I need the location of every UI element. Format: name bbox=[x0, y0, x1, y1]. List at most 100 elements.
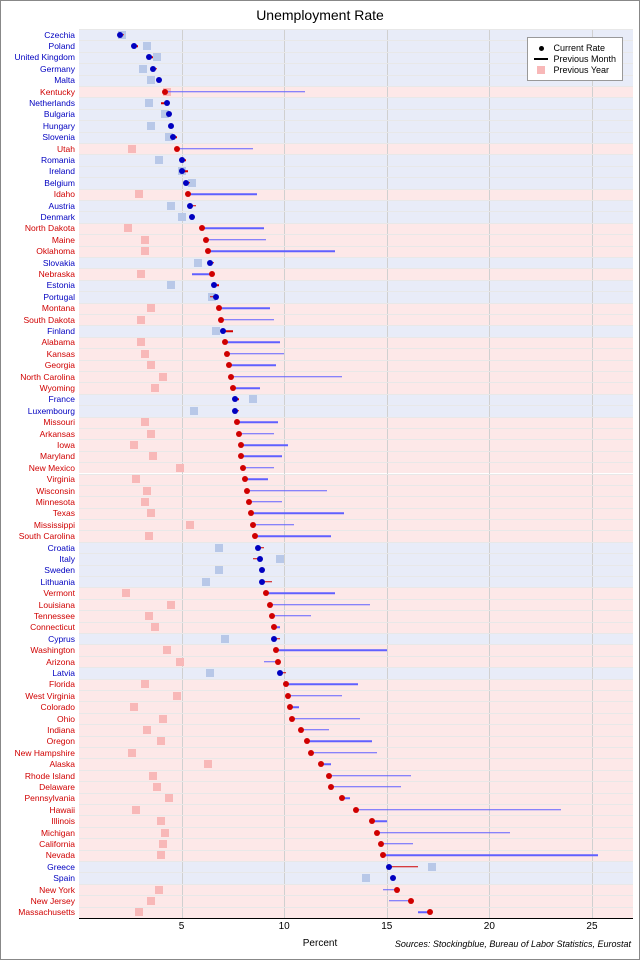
current-dot bbox=[183, 180, 189, 186]
prev-month-line bbox=[286, 684, 358, 686]
prev-month-line bbox=[266, 592, 336, 594]
prev-year-marker bbox=[215, 544, 223, 552]
prev-month-line bbox=[208, 251, 335, 253]
row-bg bbox=[79, 337, 633, 348]
current-dot bbox=[185, 191, 191, 197]
row-bg bbox=[79, 132, 633, 143]
row-bg bbox=[79, 211, 633, 222]
current-dot bbox=[174, 146, 180, 152]
current-dot bbox=[209, 271, 215, 277]
row-bg bbox=[79, 120, 633, 131]
current-dot bbox=[408, 898, 414, 904]
prev-year-marker bbox=[159, 373, 167, 381]
current-dot bbox=[236, 431, 242, 437]
prev-year-marker bbox=[137, 270, 145, 278]
row-bg bbox=[79, 246, 633, 257]
x-tick-label: 10 bbox=[279, 921, 290, 932]
row-bg bbox=[79, 519, 633, 530]
current-dot bbox=[259, 567, 265, 573]
prev-month-line bbox=[219, 307, 270, 309]
prev-year-marker bbox=[176, 464, 184, 472]
line-icon bbox=[534, 58, 548, 60]
row-bg bbox=[79, 314, 633, 325]
current-dot bbox=[326, 773, 332, 779]
current-dot bbox=[246, 499, 252, 505]
prev-month-line bbox=[188, 194, 258, 196]
y-label: Virginia bbox=[47, 474, 75, 484]
current-dot bbox=[308, 750, 314, 756]
prev-month-line bbox=[231, 376, 342, 378]
y-label: Latvia bbox=[52, 668, 75, 678]
current-dot bbox=[273, 647, 279, 653]
prev-year-marker bbox=[176, 658, 184, 666]
dot-icon bbox=[534, 46, 548, 51]
current-dot bbox=[271, 624, 277, 630]
prev-year-marker bbox=[128, 749, 136, 757]
y-label: Croatia bbox=[48, 543, 75, 553]
prev-month-line bbox=[177, 148, 253, 150]
current-dot bbox=[244, 488, 250, 494]
prev-year-marker bbox=[163, 646, 171, 654]
prev-year-marker bbox=[135, 190, 143, 198]
current-dot bbox=[287, 704, 293, 710]
prev-year-marker bbox=[167, 202, 175, 210]
current-dot bbox=[277, 670, 283, 676]
prev-month-line bbox=[245, 478, 268, 480]
row-bg bbox=[79, 895, 633, 906]
y-label: Kentucky bbox=[40, 87, 75, 97]
prev-month-line bbox=[249, 501, 282, 503]
current-dot bbox=[374, 830, 380, 836]
row-bg bbox=[79, 303, 633, 314]
row-bg bbox=[79, 758, 633, 769]
y-label: Wisconsin bbox=[36, 486, 75, 496]
current-dot bbox=[263, 590, 269, 596]
prev-year-marker bbox=[221, 635, 229, 643]
legend-prev-year: Previous Year bbox=[534, 65, 616, 75]
y-label: Hawaii bbox=[49, 805, 75, 815]
current-dot bbox=[283, 681, 289, 687]
current-dot bbox=[216, 305, 222, 311]
prev-month-line bbox=[247, 490, 327, 492]
row-bg bbox=[79, 485, 633, 496]
row-bg bbox=[79, 143, 633, 154]
row-bg bbox=[79, 576, 633, 587]
prev-month-line bbox=[251, 513, 343, 515]
y-label: Ireland bbox=[49, 166, 75, 176]
y-axis-labels: CzechiaPolandUnited KingdomGermanyMaltaK… bbox=[1, 29, 77, 919]
prev-year-marker bbox=[428, 863, 436, 871]
current-dot bbox=[394, 887, 400, 893]
y-label: Sweden bbox=[44, 565, 75, 575]
row-bg bbox=[79, 325, 633, 336]
row-bg bbox=[79, 405, 633, 416]
prev-year-marker bbox=[190, 407, 198, 415]
y-label: Mississippi bbox=[34, 520, 75, 530]
current-dot bbox=[207, 260, 213, 266]
current-dot bbox=[339, 795, 345, 801]
row-bg bbox=[79, 439, 633, 450]
prev-year-marker bbox=[137, 338, 145, 346]
current-dot bbox=[304, 738, 310, 744]
y-label: Rhode Island bbox=[25, 771, 75, 781]
row-bg bbox=[79, 508, 633, 519]
y-label: South Dakota bbox=[23, 315, 75, 325]
prev-year-marker bbox=[130, 441, 138, 449]
current-dot bbox=[318, 761, 324, 767]
current-dot bbox=[131, 43, 137, 49]
prev-year-marker bbox=[141, 498, 149, 506]
y-label: Utah bbox=[57, 144, 75, 154]
prev-year-marker bbox=[215, 566, 223, 574]
current-dot bbox=[211, 282, 217, 288]
row-bg bbox=[79, 633, 633, 644]
row-bg bbox=[79, 166, 633, 177]
prev-year-marker bbox=[137, 316, 145, 324]
prev-year-marker bbox=[149, 452, 157, 460]
y-label: Slovakia bbox=[43, 258, 75, 268]
current-dot bbox=[189, 214, 195, 220]
current-dot bbox=[220, 328, 226, 334]
prev-year-marker bbox=[157, 737, 165, 745]
y-label: Cyprus bbox=[48, 634, 75, 644]
y-label: Alaska bbox=[49, 759, 75, 769]
y-label: Denmark bbox=[41, 212, 75, 222]
current-dot bbox=[218, 317, 224, 323]
y-label: Slovenia bbox=[42, 132, 75, 142]
